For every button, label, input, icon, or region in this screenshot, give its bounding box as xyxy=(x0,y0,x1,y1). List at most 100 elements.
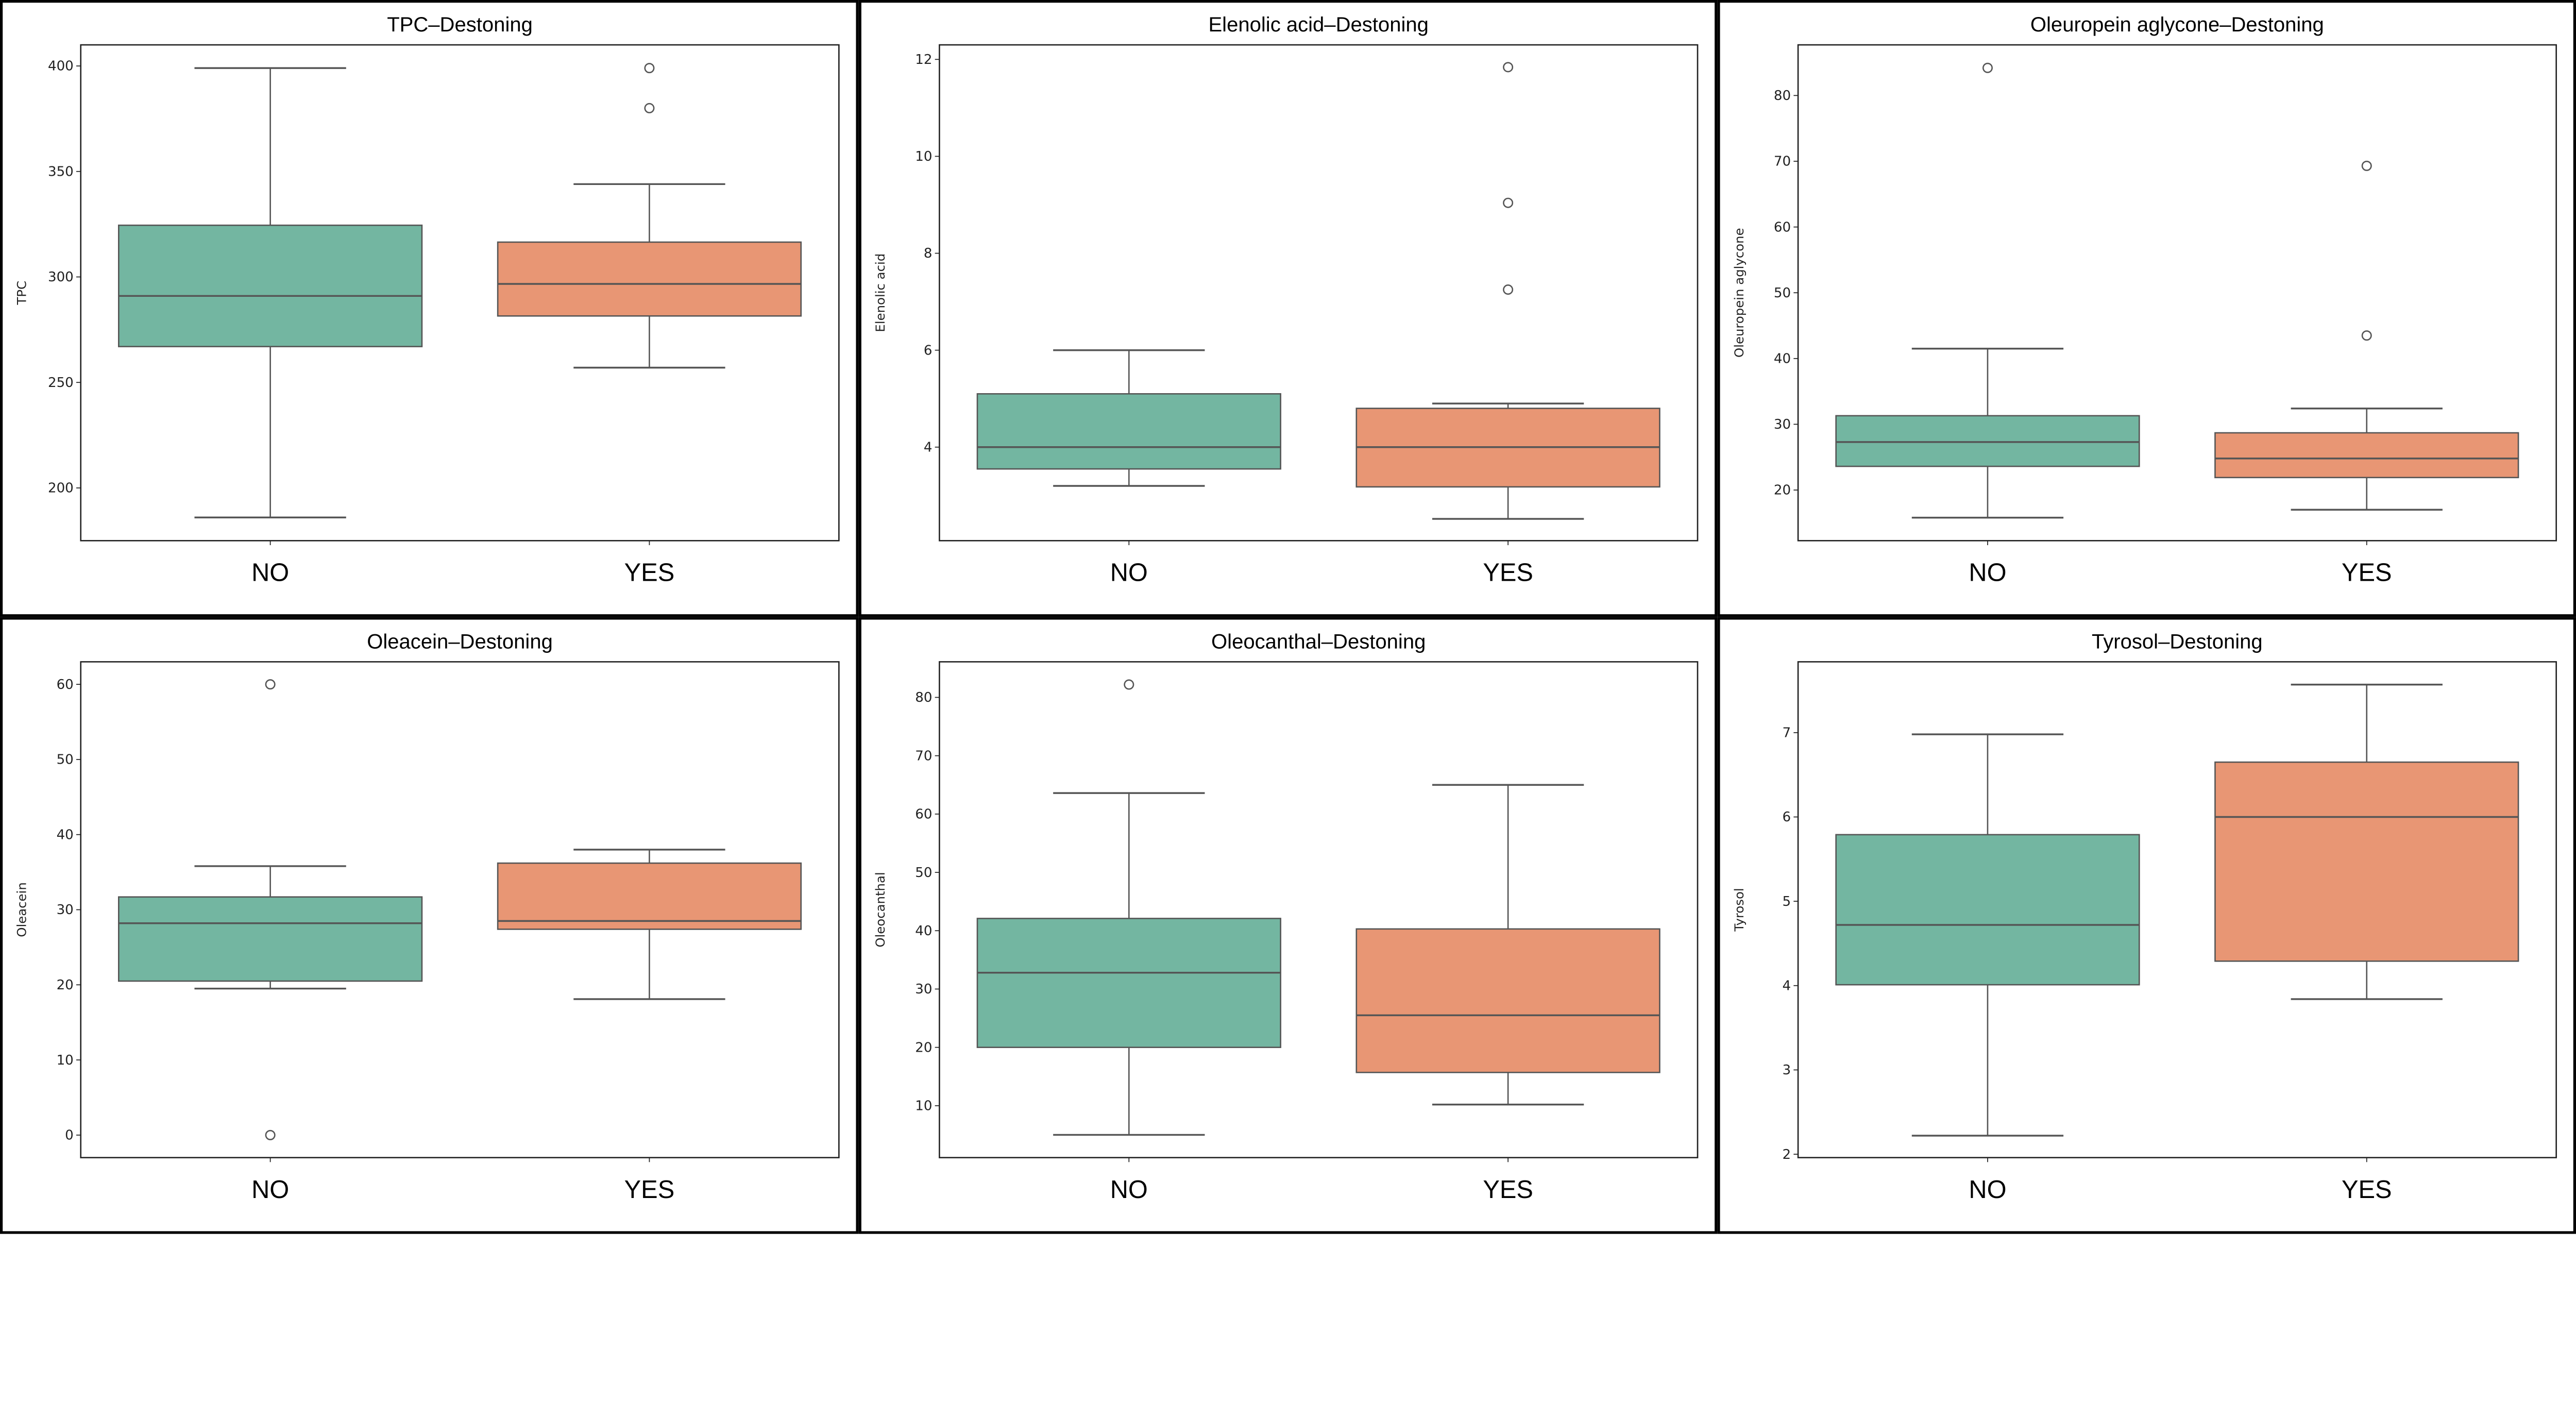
panel-border xyxy=(1717,0,2576,617)
y-axis-label: Elenolic acid xyxy=(873,254,888,332)
x-tick-label: NO xyxy=(1969,559,2006,587)
chart-panel: TPC–Destoning TPC 200 250 300 350 400 NO YES xyxy=(0,0,859,617)
y-tick-label: 400 xyxy=(48,59,74,74)
y-tick-label: 40 xyxy=(915,923,932,939)
y-tick-label: 350 xyxy=(48,164,74,179)
x-tick-label: YES xyxy=(1483,1176,1533,1204)
x-tick-label: YES xyxy=(1483,559,1533,587)
plot-area-frame xyxy=(80,661,840,1158)
y-tick-label: 70 xyxy=(915,748,932,764)
x-tick-label: YES xyxy=(2342,1176,2392,1204)
chart-title: TPC–Destoning xyxy=(387,13,533,36)
iqr-box xyxy=(2214,432,2519,479)
panel-border xyxy=(0,0,859,617)
y-tick-label: 20 xyxy=(1774,483,1791,498)
y-tick-label: 30 xyxy=(1774,417,1791,432)
y-tick-label: 30 xyxy=(915,982,932,997)
y-tick-label: 200 xyxy=(48,481,74,496)
panel-border xyxy=(858,0,1718,617)
y-tick-label: 70 xyxy=(1774,154,1791,170)
chart-title: Oleacein–Destoning xyxy=(367,630,553,653)
y-axis-label: Oleocanthal xyxy=(873,872,888,947)
y-tick-label: 2 xyxy=(1782,1147,1791,1162)
outlier-point xyxy=(644,63,655,74)
y-tick-label: 6 xyxy=(924,343,933,358)
y-axis-label: Oleacein xyxy=(14,882,29,937)
chart-panel: Elenolic acid–Destoning Elenolic acid 4 6 8 1… xyxy=(858,0,1718,617)
outlier-point xyxy=(265,679,276,690)
y-axis-label: Oleuropein aglycone xyxy=(1732,228,1747,358)
y-tick-label: 50 xyxy=(915,865,932,881)
y-tick-label: 50 xyxy=(57,752,74,768)
y-tick-label: 80 xyxy=(1774,88,1791,104)
chart-panel: Tyrosol–Destoning Tyrosol 2 3 4 5 6 7 NO YES xyxy=(1717,617,2576,1234)
x-tick-label: NO xyxy=(1110,1176,1148,1204)
iqr-box xyxy=(497,241,802,317)
y-tick-label: 12 xyxy=(915,52,932,68)
y-tick-label: 20 xyxy=(915,1040,932,1055)
outlier-point xyxy=(644,103,655,113)
chart-panel: Oleacein–Destoning Oleacein 0 10 20 30 40 50 60 N… xyxy=(0,617,859,1234)
y-tick-label: 40 xyxy=(1774,351,1791,367)
panel-border xyxy=(858,617,1718,1234)
plot-area-frame xyxy=(939,661,1699,1158)
x-tick-label: NO xyxy=(251,1176,289,1204)
plot-area-frame xyxy=(80,44,840,542)
iqr-box xyxy=(118,224,423,347)
plot-area-frame xyxy=(1797,661,2557,1158)
y-tick-label: 3 xyxy=(1782,1062,1791,1078)
y-tick-label: 10 xyxy=(57,1053,74,1068)
plot-area-frame xyxy=(939,44,1699,542)
y-tick-label: 10 xyxy=(915,149,932,164)
y-tick-label: 50 xyxy=(1774,285,1791,301)
y-tick-label: 40 xyxy=(57,827,74,842)
y-tick-label: 5 xyxy=(1782,894,1791,909)
iqr-box xyxy=(2214,761,2519,962)
y-tick-label: 8 xyxy=(924,246,933,261)
y-tick-label: 6 xyxy=(1782,809,1791,825)
x-tick-label: YES xyxy=(2342,559,2392,587)
iqr-box xyxy=(1835,834,2140,986)
iqr-box xyxy=(497,862,802,930)
outlier-point xyxy=(2361,160,2372,171)
y-tick-label: 0 xyxy=(65,1128,74,1143)
chart-panel: Oleocanthal–Destoning Oleocanthal 10 20 30 40… xyxy=(858,617,1718,1234)
outlier-point xyxy=(1982,62,1993,73)
chart-title: Tyrosol–Destoning xyxy=(2092,630,2263,653)
y-axis-label: TPC xyxy=(14,281,29,306)
y-tick-label: 60 xyxy=(57,677,74,693)
chart-title: Oleuropein aglycone–Destoning xyxy=(2030,13,2324,36)
y-tick-label: 300 xyxy=(48,269,74,285)
outlier-point xyxy=(1503,284,1514,295)
plot-area-frame xyxy=(1797,44,2557,542)
y-tick-label: 4 xyxy=(1782,978,1791,993)
x-tick-label: YES xyxy=(624,1176,675,1204)
outlier-point xyxy=(265,1129,276,1140)
y-tick-label: 10 xyxy=(915,1099,932,1114)
iqr-box xyxy=(976,393,1281,470)
y-axis-label: Tyrosol xyxy=(1732,888,1747,932)
iqr-box xyxy=(1355,928,1660,1073)
y-tick-label: 60 xyxy=(1774,220,1791,235)
iqr-box xyxy=(118,896,423,982)
y-tick-label: 4 xyxy=(924,440,933,455)
y-tick-label: 250 xyxy=(48,375,74,391)
panel-border xyxy=(1717,617,2576,1234)
x-tick-label: NO xyxy=(1969,1176,2006,1204)
y-tick-label: 20 xyxy=(57,977,74,993)
x-tick-label: NO xyxy=(1110,559,1148,587)
y-tick-label: 80 xyxy=(915,690,932,705)
y-tick-label: 7 xyxy=(1782,726,1791,741)
y-tick-label: 30 xyxy=(57,902,74,918)
outlier-point xyxy=(1503,197,1514,208)
y-tick-label: 60 xyxy=(915,807,932,822)
outlier-point xyxy=(2361,330,2372,341)
chart-title: Elenolic acid–Destoning xyxy=(1208,13,1428,36)
chart-panel: Oleuropein aglycone–Destoning Oleuropein … xyxy=(1717,0,2576,617)
chart-title: Oleocanthal–Destoning xyxy=(1211,630,1426,653)
iqr-box xyxy=(976,918,1281,1048)
outlier-point xyxy=(1503,62,1514,73)
x-tick-label: NO xyxy=(251,559,289,587)
panel-border xyxy=(0,617,859,1234)
